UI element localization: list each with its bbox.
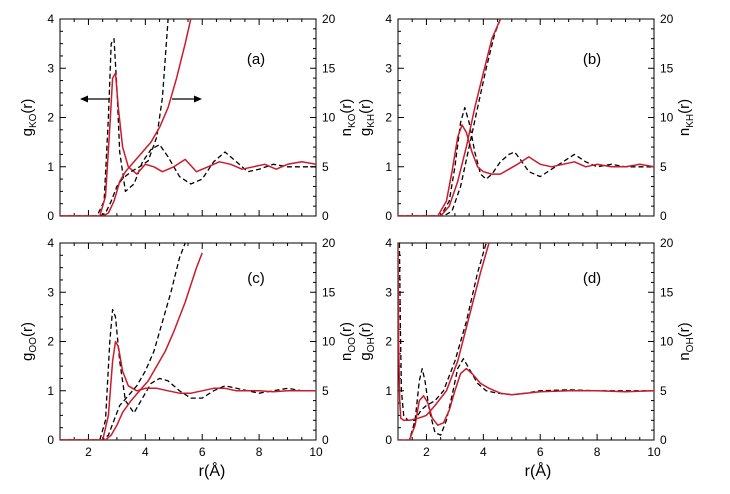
y-left-tick-label: 2	[47, 335, 54, 349]
y-left-axis-label: gOH(r)	[357, 322, 377, 360]
y-right-tick-label: 10	[322, 111, 336, 125]
series-solid-right	[60, 252, 203, 440]
x-tick-label: 4	[142, 445, 149, 459]
y-left-tick-label: 0	[385, 209, 392, 223]
y-right-axis-label: nOH(r)	[676, 322, 696, 360]
y-left-tick-label: 4	[47, 236, 54, 250]
y-right-tick-label: 5	[660, 160, 667, 174]
plot-frame	[397, 242, 655, 441]
y-left-tick-label: 0	[385, 433, 392, 447]
arrow-left-head	[80, 95, 88, 103]
series-solid-left	[60, 340, 316, 440]
series-solid-right	[60, 19, 192, 216]
y-right-tick-label: 20	[322, 236, 336, 250]
x-tick-label: 4	[480, 445, 487, 459]
x-tick-label: 2	[423, 445, 430, 459]
y-left-axis-label: gKH(r)	[357, 99, 377, 136]
series-solid-right	[398, 243, 490, 422]
y-right-tick-label: 0	[322, 209, 329, 223]
series-dashed-left	[398, 106, 654, 216]
y-right-tick-label: 0	[660, 209, 667, 223]
series-dashed-right	[398, 19, 502, 216]
y-right-tick-label: 5	[660, 384, 667, 398]
x-tick-label: 6	[537, 445, 544, 459]
y-left-axis-label: gKO(r)	[19, 99, 39, 137]
plot-frame	[59, 242, 317, 441]
x-tick-label: 8	[594, 445, 601, 459]
panel-tag: (d)	[583, 270, 601, 287]
series-solid-right	[398, 19, 502, 216]
series-dashed-left	[398, 358, 654, 440]
y-right-tick-label: 15	[322, 285, 336, 299]
y-right-tick-label: 10	[660, 111, 674, 125]
x-tick-label: 10	[309, 445, 323, 459]
x-axis-label-left: r(Å)	[199, 461, 226, 480]
panel-tag: (b)	[583, 51, 601, 68]
y-left-tick-label: 4	[47, 12, 54, 26]
y-left-tick-label: 0	[47, 433, 54, 447]
y-right-tick-label: 15	[322, 61, 336, 75]
y-left-tick-label: 3	[385, 285, 392, 299]
y-left-tick-label: 1	[47, 160, 54, 174]
panel-tag: (a)	[247, 51, 265, 68]
y-left-tick-label: 0	[47, 209, 54, 223]
y-right-tick-label: 15	[660, 61, 674, 75]
y-right-tick-label: 15	[660, 285, 674, 299]
x-tick-label: 8	[256, 445, 263, 459]
y-left-tick-label: 3	[47, 61, 54, 75]
y-left-tick-label: 1	[385, 160, 392, 174]
panel-a: 0 1 2 3 4 0 5 10 15 20 gKO(r) nKO(r) (a)	[19, 12, 358, 223]
y-left-tick-label: 1	[385, 384, 392, 398]
y-right-axis-label: nOO(r)	[338, 322, 358, 361]
x-tick-label: 6	[199, 445, 206, 459]
y-left-tick-label: 2	[385, 111, 392, 125]
series-dashed-left	[60, 38, 316, 216]
series-solid-left	[398, 124, 654, 216]
y-right-tick-label: 10	[660, 335, 674, 349]
y-left-tick-label: 4	[385, 236, 392, 250]
series-solid-left	[60, 72, 316, 216]
panel-tag: (c)	[247, 270, 265, 287]
x-axis-label-right: r(Å)	[525, 461, 552, 480]
y-left-tick-label: 4	[385, 12, 392, 26]
y-left-tick-label: 2	[385, 335, 392, 349]
series-dashed-right	[398, 243, 487, 421]
y-right-tick-label: 0	[660, 433, 667, 447]
y-right-axis-label: nKO(r)	[338, 99, 358, 137]
plot-frame	[397, 18, 655, 217]
panel-b: 0 1 2 3 4 0 5 10 15 20 gKH(r) nKH(r) (b)	[357, 12, 696, 223]
y-left-tick-label: 1	[47, 384, 54, 398]
series-dashed-left	[60, 308, 316, 440]
y-left-tick-label: 2	[47, 111, 54, 125]
y-right-axis-label: nKH(r)	[676, 99, 696, 136]
y-left-tick-label: 3	[47, 285, 54, 299]
series-dashed-right	[60, 243, 186, 440]
plot-frame	[59, 18, 317, 217]
y-right-tick-label: 5	[322, 384, 329, 398]
x-tick-label: 10	[647, 445, 661, 459]
arrow-right-head	[194, 95, 202, 103]
y-right-tick-label: 5	[322, 160, 329, 174]
y-right-tick-label: 10	[322, 335, 336, 349]
y-right-tick-label: 20	[322, 12, 336, 26]
y-right-tick-label: 0	[322, 433, 329, 447]
series-solid-left	[398, 367, 654, 440]
y-right-tick-label: 20	[660, 236, 674, 250]
y-left-tick-label: 3	[385, 61, 392, 75]
y-left-axis-label: gOO(r)	[19, 322, 39, 361]
y-right-tick-label: 20	[660, 12, 674, 26]
x-tick-label: 2	[85, 445, 92, 459]
